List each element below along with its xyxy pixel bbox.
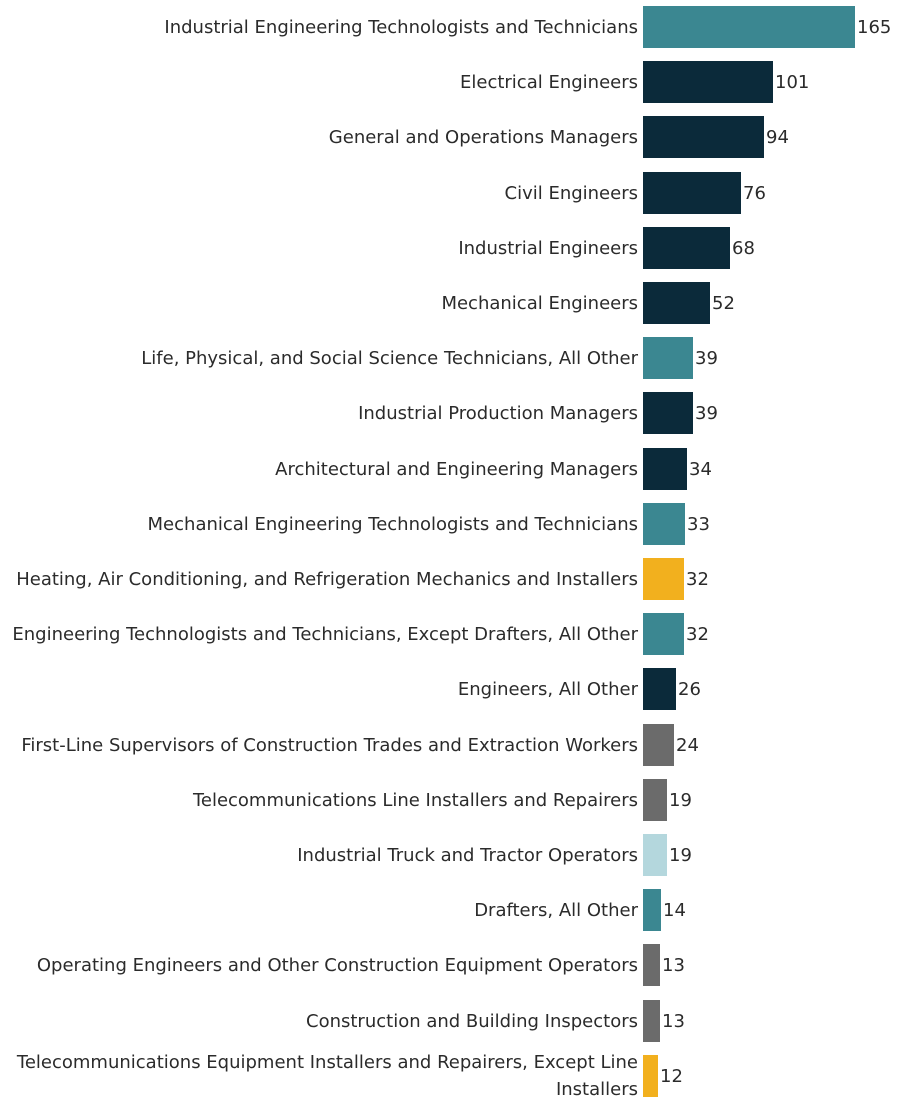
bar-row: Engineers, All Other 26 (0, 662, 907, 717)
category-label: Heating, Air Conditioning, and Refrigera… (16, 569, 638, 590)
bar-row: Industrial Production Managers 39 (0, 386, 907, 441)
bar (643, 6, 855, 48)
bar (643, 61, 773, 104)
bar (643, 889, 661, 932)
bar-row: Industrial Engineers 68 (0, 221, 907, 276)
category-label: Life, Physical, and Social Science Techn… (141, 348, 638, 370)
value-label: 34 (689, 458, 712, 480)
category-label: Operating Engineers and Other Constructi… (36, 955, 638, 977)
bar (643, 999, 660, 1042)
value-label: 76 (743, 182, 766, 204)
category-label: Engineering Technologists and Technician… (12, 624, 638, 646)
bar (643, 558, 684, 600)
category-label: First-Line Supervisors of Construction T… (21, 734, 638, 756)
category-label: Industrial Engineering Technologists and… (164, 17, 638, 38)
value-label: 39 (695, 403, 718, 425)
bar-row: Architectural and Engineering Managers 34 (0, 442, 907, 497)
bar-row: Telecommunications Line Installers and R… (0, 773, 907, 828)
bar (643, 1054, 658, 1097)
bar (643, 282, 710, 324)
value-label: 24 (676, 734, 699, 756)
value-label: 32 (686, 569, 709, 590)
bar-row: Life, Physical, and Social Science Techn… (0, 331, 907, 386)
bar (643, 116, 764, 159)
category-label: Industrial Engineers (458, 237, 638, 259)
value-label: 19 (669, 845, 692, 866)
bar-row: Mechanical Engineers 52 (0, 276, 907, 331)
bar (643, 723, 674, 766)
value-label: 165 (857, 17, 892, 38)
value-label: 32 (686, 624, 709, 646)
value-label: 39 (695, 348, 718, 370)
category-label: Mechanical Engineering Technologists and… (147, 513, 638, 535)
bar-row: First-Line Supervisors of Construction T… (0, 718, 907, 773)
bar-row: Industrial Truck and Tractor Operators 19 (0, 828, 907, 883)
bar-row: Mechanical Engineering Technologists and… (0, 497, 907, 552)
category-label: General and Operations Managers (328, 127, 638, 149)
category-label: Civil Engineers (504, 182, 639, 204)
category-label: Engineers, All Other (457, 679, 638, 701)
bar-row: Civil Engineers 76 (0, 166, 907, 221)
value-label: 33 (687, 513, 710, 535)
bar (643, 226, 730, 269)
bar (643, 944, 660, 987)
bar-row: Operating Engineers and Other Constructi… (0, 938, 907, 993)
category-label: Telecommunications Equipment Installers … (16, 1052, 638, 1101)
bar-row: Engineering Technologists and Technician… (0, 607, 907, 662)
bar (643, 171, 741, 214)
category-label: Industrial Truck and Tractor Operators (297, 845, 638, 866)
category-label: Architectural and Engineering Managers (275, 458, 638, 480)
category-label: Electrical Engineers (460, 72, 638, 94)
bar (643, 668, 676, 711)
bar (643, 392, 693, 435)
bar-row: Construction and Building Inspectors 13 (0, 994, 907, 1049)
category-label: Construction and Building Inspectors (306, 1010, 638, 1032)
value-label: 101 (775, 72, 810, 94)
bar-row: Heating, Air Conditioning, and Refrigera… (0, 552, 907, 607)
category-label: Telecommunications Line Installers and R… (192, 789, 638, 811)
bar-row: Drafters, All Other 14 (0, 883, 907, 938)
bar (643, 447, 687, 490)
value-label: 13 (662, 955, 685, 977)
bar (643, 337, 693, 380)
category-label: Drafters, All Other (474, 900, 638, 922)
value-label: 13 (662, 1010, 685, 1032)
value-label: 52 (712, 293, 735, 314)
bar-row: Telecommunications Equipment Installers … (0, 1049, 907, 1104)
bar-row: General and Operations Managers 94 (0, 110, 907, 165)
bar (643, 834, 667, 876)
bar (643, 502, 685, 545)
bar (643, 613, 684, 656)
category-label: Mechanical Engineers (441, 293, 638, 314)
category-label: Industrial Production Managers (358, 403, 638, 425)
bar-row: Industrial Engineering Technologists and… (0, 0, 907, 55)
value-label: 12 (660, 1065, 683, 1087)
value-label: 68 (732, 237, 755, 259)
bar-row: Electrical Engineers 101 (0, 55, 907, 110)
value-label: 94 (766, 127, 789, 149)
value-label: 14 (663, 900, 686, 922)
value-label: 19 (669, 789, 692, 811)
value-label: 26 (678, 679, 701, 701)
bar (643, 778, 667, 821)
